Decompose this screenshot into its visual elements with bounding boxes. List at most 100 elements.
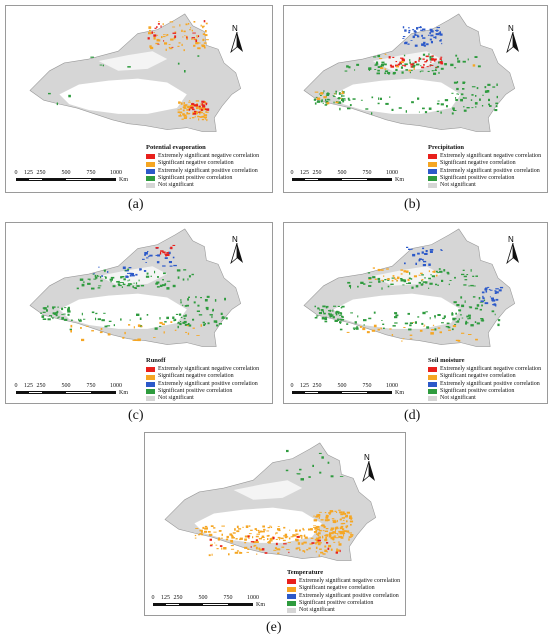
correlation-patch [234, 528, 236, 531]
correlation-patch [439, 33, 443, 36]
correlation-patch [299, 549, 301, 551]
correlation-patch [300, 535, 304, 537]
correlation-patch [457, 320, 460, 323]
correlation-patch [332, 316, 335, 319]
correlation-patch [434, 317, 436, 319]
correlation-patch [357, 285, 359, 288]
correlation-patch [104, 276, 106, 278]
correlation-patch [350, 534, 354, 536]
correlation-patch [491, 299, 496, 302]
correlation-patch [185, 35, 188, 38]
correlation-patch [415, 34, 419, 36]
correlation-patch [269, 525, 272, 527]
correlation-patch [258, 547, 261, 550]
correlation-patch [402, 36, 406, 38]
legend-label: Extremely significant negative correlati… [299, 578, 401, 585]
correlation-patch [363, 283, 366, 285]
correlation-patch [239, 537, 243, 540]
correlation-patch [81, 312, 83, 316]
correlation-patch [439, 40, 441, 42]
correlation-patch [273, 549, 277, 551]
correlation-patch [441, 279, 444, 282]
correlation-patch [324, 525, 326, 528]
correlation-patch [418, 26, 422, 29]
correlation-patch [439, 270, 443, 273]
correlation-patch [183, 269, 187, 271]
correlation-patch [335, 526, 339, 529]
correlation-patch [166, 316, 169, 320]
correlation-patch [472, 296, 476, 298]
scale-tick-label: 1000 [386, 383, 398, 389]
correlation-patch [470, 269, 472, 272]
correlation-patch [136, 313, 140, 316]
correlation-patch [169, 47, 173, 50]
correlation-patch [47, 305, 49, 308]
correlation-patch [202, 38, 205, 42]
legend-label: Significant negative correlation [158, 160, 234, 167]
correlation-patch [336, 549, 340, 552]
correlation-patch [191, 37, 195, 39]
correlation-patch [403, 327, 406, 328]
correlation-patch [417, 35, 420, 38]
correlation-patch [454, 67, 457, 69]
correlation-patch [427, 70, 430, 72]
correlation-patch [457, 57, 459, 60]
correlation-patch [423, 325, 425, 327]
correlation-patch [180, 321, 182, 322]
correlation-patch [334, 93, 336, 95]
correlation-patch [258, 537, 263, 540]
correlation-patch [439, 31, 441, 34]
correlation-patch [430, 30, 434, 33]
basin-area [333, 78, 461, 114]
correlation-patch [354, 321, 357, 324]
correlation-patch [196, 36, 198, 38]
legend-item: Extremely significant negative correlati… [146, 366, 259, 373]
legend-label: Extremely significant negative correlati… [158, 366, 260, 373]
correlation-patch [420, 272, 423, 274]
correlation-patch [338, 98, 340, 100]
correlation-patch [318, 452, 322, 454]
correlation-patch [414, 61, 417, 64]
correlation-patch [52, 306, 56, 308]
correlation-patch [331, 538, 335, 540]
correlation-patch [429, 249, 434, 251]
correlation-patch [470, 99, 473, 101]
legend-swatch [146, 367, 155, 373]
correlation-patch [378, 97, 380, 100]
correlation-patch [150, 46, 154, 50]
correlation-patch [408, 69, 411, 72]
correlation-patch [156, 286, 160, 288]
correlation-patch [224, 297, 226, 301]
correlation-patch [492, 86, 496, 88]
correlation-patch [211, 315, 213, 319]
correlation-patch [303, 541, 307, 544]
correlation-patch [42, 318, 47, 320]
correlation-patch [47, 318, 51, 321]
scale-tick-label: 0 [290, 383, 294, 389]
correlation-patch [373, 311, 376, 314]
correlation-patch [256, 533, 260, 535]
correlation-patch [203, 108, 206, 111]
correlation-patch [444, 63, 447, 66]
correlation-patch [230, 534, 234, 537]
legend-item: Significant positive correlation [146, 175, 259, 182]
correlation-patch [470, 324, 474, 327]
legend-label: Significant negative correlation [158, 373, 234, 380]
legend-item: Significant negative correlation [428, 373, 541, 380]
correlation-patch [453, 110, 457, 111]
correlation-patch [461, 317, 464, 319]
correlation-patch [247, 535, 250, 538]
correlation-patch [102, 64, 104, 67]
correlation-patch [409, 59, 411, 62]
scale-tick-label: 500 [61, 170, 71, 176]
correlation-patch [428, 270, 430, 273]
correlation-patch [165, 254, 167, 257]
correlation-patch [202, 105, 206, 108]
correlation-patch [302, 529, 305, 531]
correlation-patch [346, 525, 349, 528]
correlation-patch [408, 31, 411, 34]
correlation-patch [383, 275, 385, 277]
correlation-patch [400, 269, 404, 271]
correlation-patch [225, 538, 229, 541]
correlation-patch [359, 325, 362, 328]
